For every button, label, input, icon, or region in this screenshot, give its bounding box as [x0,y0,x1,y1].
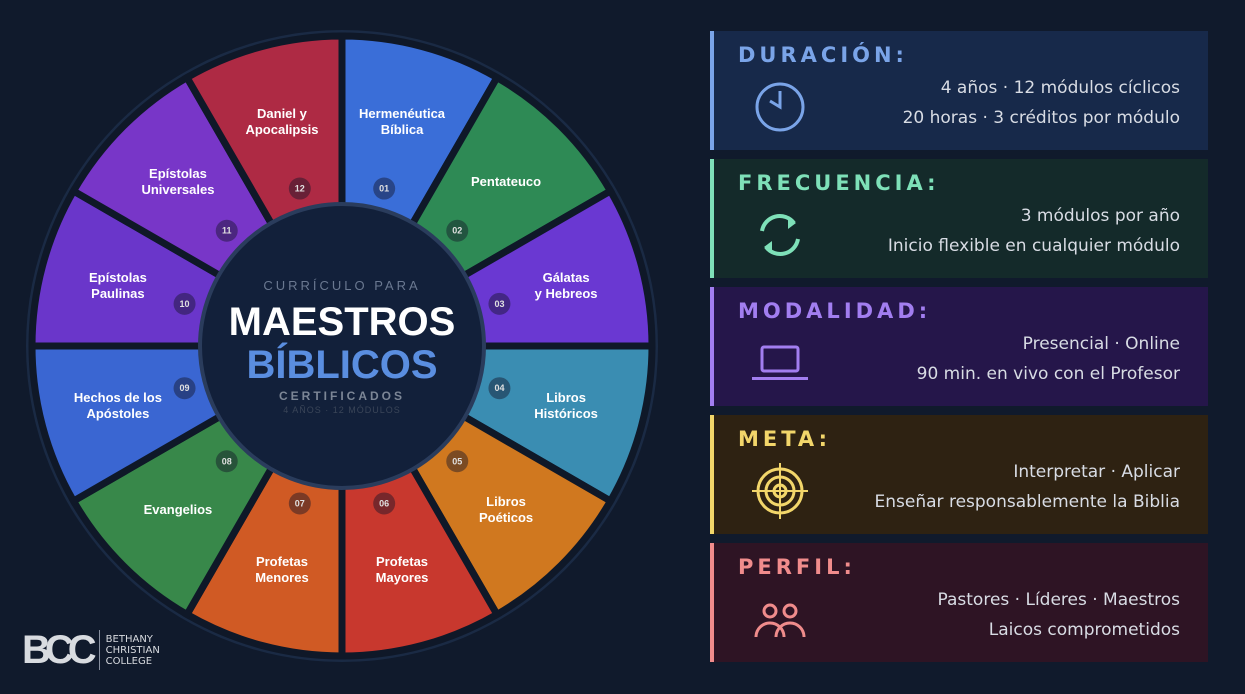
module-number-badge [446,450,469,473]
module-number: 02 [452,226,462,236]
module-number-badge [373,177,396,200]
module-number: 04 [494,383,504,393]
module-number: 10 [180,299,190,309]
module-label: Pentateuco [471,174,541,189]
module-label: Daniel y [257,106,308,121]
panel-line-1: 3 módulos por año [1020,206,1180,226]
module-number-badge [373,492,396,515]
panel-line-1: Pastores · Líderes · Maestros [937,590,1181,610]
module-label: Apocalipsis [245,122,318,137]
module-number: 11 [222,226,232,236]
module-number: 09 [180,383,190,393]
panel-line-2: 90 min. en vivo con el Profesor [916,364,1180,384]
wheel-center: CURRÍCULO PARA MAESTROS BÍBLICOS CERTIFI… [202,206,482,486]
module-label: Poéticos [479,510,533,525]
panel-line-2: Inicio flexible en cualquier módulo [887,236,1180,256]
module-number: 05 [452,456,462,466]
module-number: 12 [295,184,305,194]
panel-title: PERFIL: [738,555,856,579]
panel-line-2: Laicos comprometidos [988,620,1180,640]
module-number-badge [173,292,196,315]
module-label: Mayores [376,570,429,585]
info-panel-2: MODALIDAD: Presencial · Online 90 min. e… [710,287,1208,406]
users-icon [754,603,806,638]
logo-line: CHRISTIAN [105,644,160,656]
module-number: 03 [494,299,504,309]
panel-line-2: Enseñar responsablemente la Biblia [874,492,1180,512]
module-label: Bíblica [381,122,424,137]
module-label: Gálatas [543,270,590,285]
refresh-icon [760,214,800,256]
panel-line-2: 20 horas · 3 créditos por módulo [902,108,1180,128]
module-label: Históricos [534,406,598,421]
center-meta: 4 AÑOS · 12 MÓDULOS [283,405,401,415]
module-number-badge [288,177,311,200]
module-number-badge [173,377,196,400]
panel-title: FRECUENCIA: [738,171,940,195]
module-label: Paulinas [91,286,144,301]
module-number: 08 [222,456,232,466]
info-panel-1: FRECUENCIA: 3 módulos por año Inicio fle… [710,159,1208,278]
panel-title: MODALIDAD: [738,299,932,323]
module-label: Profetas [376,554,428,569]
module-label: y Hebreos [535,286,598,301]
target-icon [752,463,808,519]
module-label: Hechos de los [74,390,162,405]
panel-line-1: Interpretar · Aplicar [1013,462,1180,482]
module-number-badge [488,377,511,400]
panel-line-1: Presencial · Online [1022,334,1180,354]
module-label: Profetas [256,554,308,569]
panel-title: META: [738,427,831,451]
info-panel-4: PERFIL: Pastores · Líderes · Maestros La… [710,543,1208,662]
center-title-2: BÍBLICOS [246,343,438,387]
module-number-badge [215,450,238,473]
module-label: Epístolas [89,270,147,285]
module-label: Apóstoles [86,406,149,421]
module-label: Hermenéutica [359,106,446,121]
module-label: Universales [141,182,214,197]
laptop-icon [752,345,808,380]
center-pre: CURRÍCULO PARA [263,278,421,293]
module-label: Evangelios [144,502,213,517]
info-panel-0: DURACIÓN: 4 años · 12 módulos cíclicos 2… [710,31,1208,150]
module-number-badge [488,292,511,315]
module-label: Libros [546,390,586,405]
module-number-badge [446,219,469,242]
module-label: Libros [486,494,526,509]
module-number: 06 [379,498,389,508]
module-label: Epístolas [149,166,207,181]
logo-mark: BCC [22,630,100,670]
clock-icon [755,82,805,132]
panel-line-1: 4 años · 12 módulos cíclicos [940,78,1180,98]
logo-line: COLLEGE [105,655,153,667]
module-number: 01 [379,184,389,194]
college-logo: BCC BETHANY CHRISTIAN COLLEGE [22,630,160,670]
center-disc [198,202,486,490]
module-number-badge [288,492,311,515]
center-sub: CERTIFICADOS [279,389,405,403]
logo-line: BETHANY [105,633,153,645]
info-panel-3: META: Interpretar · Aplicar Enseñar resp… [710,415,1208,534]
module-number-badge [215,219,238,242]
module-label: Menores [255,570,308,585]
panel-title: DURACIÓN: [738,43,908,67]
center-title-1: MAESTROS [228,300,456,344]
module-number: 07 [295,498,305,508]
